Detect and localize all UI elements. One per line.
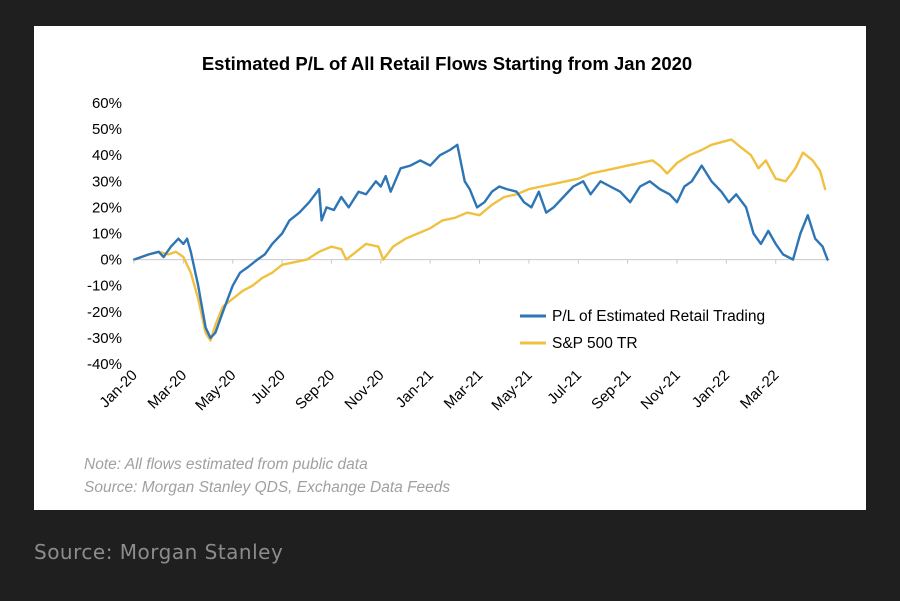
y-tick-label: 0% — [100, 252, 122, 269]
y-tick-label: -40% — [87, 356, 122, 373]
y-tick-label: 10% — [92, 226, 122, 243]
y-tick-label: -30% — [87, 330, 122, 347]
chart-note: Note: All flows estimated from public da… — [84, 456, 368, 473]
x-tick-label: May-21 — [488, 367, 535, 414]
y-tick-label: 60% — [92, 95, 122, 112]
line-chart: Estimated P/L of All Retail Flows Starti… — [84, 53, 830, 496]
series-line-sp500 — [132, 138, 827, 342]
y-tick-label: 40% — [92, 147, 122, 164]
y-tick-label: 50% — [92, 121, 122, 138]
y-tick-label: -10% — [87, 278, 122, 295]
chart-source: Source: Morgan Stanley QDS, Exchange Dat… — [84, 479, 450, 496]
x-tick-label: Jul-21 — [544, 367, 585, 408]
legend-label: P/L of Estimated Retail Trading — [552, 308, 765, 325]
x-tick-label: Mar-22 — [737, 367, 783, 413]
x-tick-label: May-20 — [192, 367, 239, 414]
x-tick-label: Jan-21 — [393, 367, 437, 411]
series-line-retail-pl — [132, 143, 829, 340]
page-caption: Source: Morgan Stanley — [34, 540, 284, 564]
y-tick-label: 20% — [92, 199, 122, 216]
chart-title: Estimated P/L of All Retail Flows Starti… — [202, 53, 692, 74]
x-tick-label: Jan-20 — [96, 367, 140, 411]
chart-legend: P/L of Estimated Retail Trading S&P 500 T… — [520, 308, 765, 352]
legend-label: S&P 500 TR — [552, 335, 638, 352]
chart-card: Estimated P/L of All Retail Flows Starti… — [34, 26, 866, 510]
x-tick-label: Jul-20 — [248, 367, 289, 408]
x-tick-label: Jan-22 — [689, 367, 733, 411]
x-tick-label: Mar-21 — [441, 367, 487, 413]
x-tick-label: Sep-21 — [588, 367, 634, 413]
y-tick-label: -20% — [87, 304, 122, 321]
x-tick-label: Mar-20 — [145, 367, 191, 413]
x-tick-label: Sep-20 — [292, 367, 338, 413]
x-tick-label: Nov-21 — [638, 367, 684, 413]
y-tick-label: 30% — [92, 173, 122, 190]
x-tick-label: Nov-20 — [341, 367, 387, 413]
